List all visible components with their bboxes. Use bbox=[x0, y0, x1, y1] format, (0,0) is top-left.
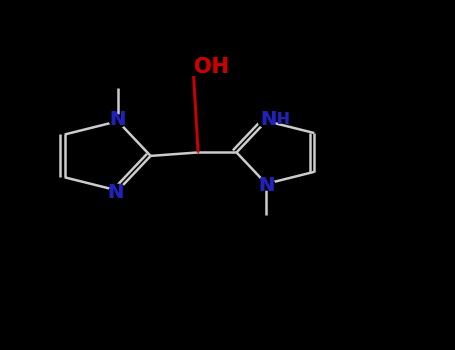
Text: N: N bbox=[260, 110, 277, 129]
Circle shape bbox=[258, 115, 274, 127]
Text: N: N bbox=[107, 183, 124, 202]
Text: OH: OH bbox=[194, 57, 229, 77]
Circle shape bbox=[258, 177, 274, 190]
Text: N: N bbox=[107, 183, 124, 202]
Text: OH: OH bbox=[194, 57, 229, 77]
Text: H: H bbox=[277, 112, 290, 127]
Text: H: H bbox=[277, 112, 290, 127]
Text: N: N bbox=[110, 110, 126, 129]
Text: N: N bbox=[260, 110, 277, 129]
Text: N: N bbox=[110, 110, 126, 129]
Text: N: N bbox=[258, 176, 274, 195]
Circle shape bbox=[110, 184, 126, 197]
Circle shape bbox=[110, 115, 126, 127]
Text: N: N bbox=[258, 176, 274, 195]
